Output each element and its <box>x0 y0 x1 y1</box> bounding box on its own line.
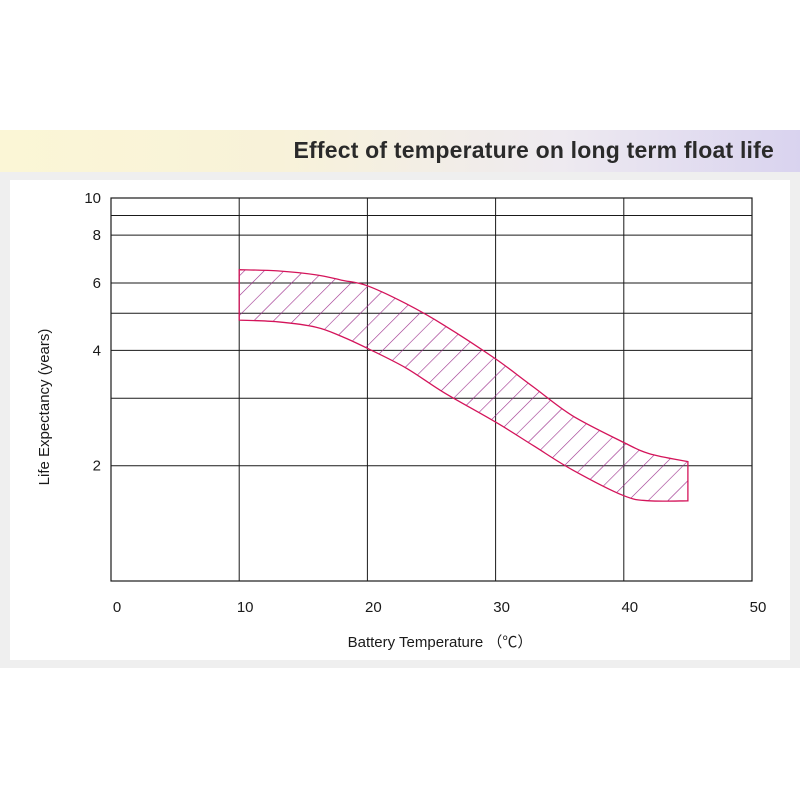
x-tick-label: 0 <box>113 599 121 616</box>
x-tick-label: 20 <box>365 599 382 616</box>
x-tick-label: 40 <box>621 599 638 616</box>
plot-background <box>10 180 790 660</box>
plot-frame <box>110 197 753 582</box>
y-axis-label: Life Expectancy (years) <box>36 329 53 486</box>
y-tick-label: 4 <box>93 342 101 359</box>
x-axis-label: Battery Temperature （℃） <box>348 634 533 651</box>
y-tick-label: 10 <box>84 190 101 207</box>
tick-labels: 0 10 20 30 40 50 2 4 6 8 10 <box>84 190 766 616</box>
x-tick-label: 50 <box>750 599 767 616</box>
y-tick-label: 6 <box>93 275 101 292</box>
x-tick-label: 10 <box>237 599 254 616</box>
life-band <box>238 269 689 502</box>
y-tick-label: 2 <box>93 458 101 475</box>
y-tick-label: 8 <box>93 227 101 244</box>
chart-title: Effect of temperature on long term float… <box>293 137 774 163</box>
grid <box>110 197 753 582</box>
band-hatch-fill <box>239 269 688 502</box>
x-tick-label: 30 <box>493 599 510 616</box>
title-banner: Effect of temperature on long term float… <box>0 130 800 172</box>
band-outline <box>238 269 689 502</box>
